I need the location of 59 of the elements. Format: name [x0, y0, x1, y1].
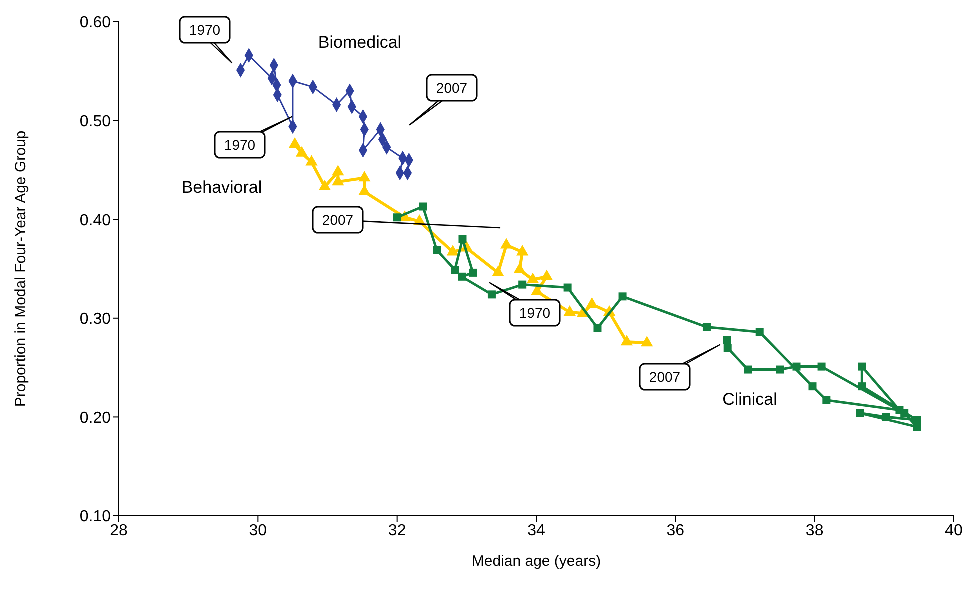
callout: 1970 — [179, 16, 233, 64]
y-axis-title: Proportion in Modal Four-Year Age Group — [12, 130, 30, 408]
point — [724, 344, 732, 352]
annotation: 2007 — [649, 369, 681, 385]
x-tick-label: 40 — [945, 522, 963, 540]
point — [518, 280, 527, 289]
point — [458, 235, 467, 244]
series-label: Clinical — [722, 390, 778, 409]
point — [458, 272, 466, 281]
annotation: 1970 — [189, 22, 221, 38]
x-tick-label: 30 — [249, 522, 268, 540]
point — [808, 382, 817, 391]
annotation: 2007 — [322, 212, 354, 228]
point — [882, 413, 891, 422]
point — [469, 268, 478, 277]
callout: 2007 — [312, 206, 501, 234]
point — [419, 202, 428, 211]
callout: 2007 — [409, 74, 478, 126]
text: Behavioral — [182, 178, 262, 197]
point — [594, 324, 602, 332]
point — [702, 323, 711, 332]
annotation: 1970 — [519, 305, 551, 321]
annotation: 1970 — [224, 137, 256, 153]
point — [858, 362, 866, 371]
point — [723, 336, 732, 344]
point — [858, 382, 866, 391]
callout: 1970 — [489, 282, 561, 327]
point — [586, 298, 598, 308]
point — [432, 246, 441, 254]
point — [756, 328, 764, 336]
y-tick-label: 0.60 — [80, 14, 112, 32]
y-tick-label: 0.50 — [80, 113, 112, 130]
callout: 1970 — [214, 116, 293, 159]
series-label: Biomedical — [318, 33, 402, 52]
point — [618, 292, 627, 301]
point — [856, 409, 864, 418]
x-tick-label: 32 — [388, 522, 406, 540]
point — [564, 284, 572, 292]
point — [822, 396, 831, 404]
y-tick-label: 0.40 — [80, 212, 112, 230]
x-tick-label: 38 — [806, 522, 824, 540]
point — [393, 214, 402, 222]
x-tick-label: 34 — [528, 522, 546, 540]
point — [776, 366, 784, 374]
y-tick-label: 0.30 — [80, 311, 112, 328]
point — [488, 290, 496, 299]
x-axis-title: Median age (years) — [472, 553, 602, 570]
point — [792, 362, 801, 371]
callout: 2007 — [639, 344, 721, 391]
y-tick-label: 0.20 — [80, 410, 112, 427]
point — [744, 366, 752, 374]
point — [913, 423, 922, 432]
x-tick-label: 28 — [110, 522, 128, 540]
annotation: 2007 — [436, 80, 468, 96]
point — [818, 362, 826, 371]
x-tick-label: 36 — [666, 522, 685, 540]
y-tick-label: 0.10 — [80, 508, 112, 526]
point — [451, 266, 460, 274]
point — [900, 409, 909, 418]
